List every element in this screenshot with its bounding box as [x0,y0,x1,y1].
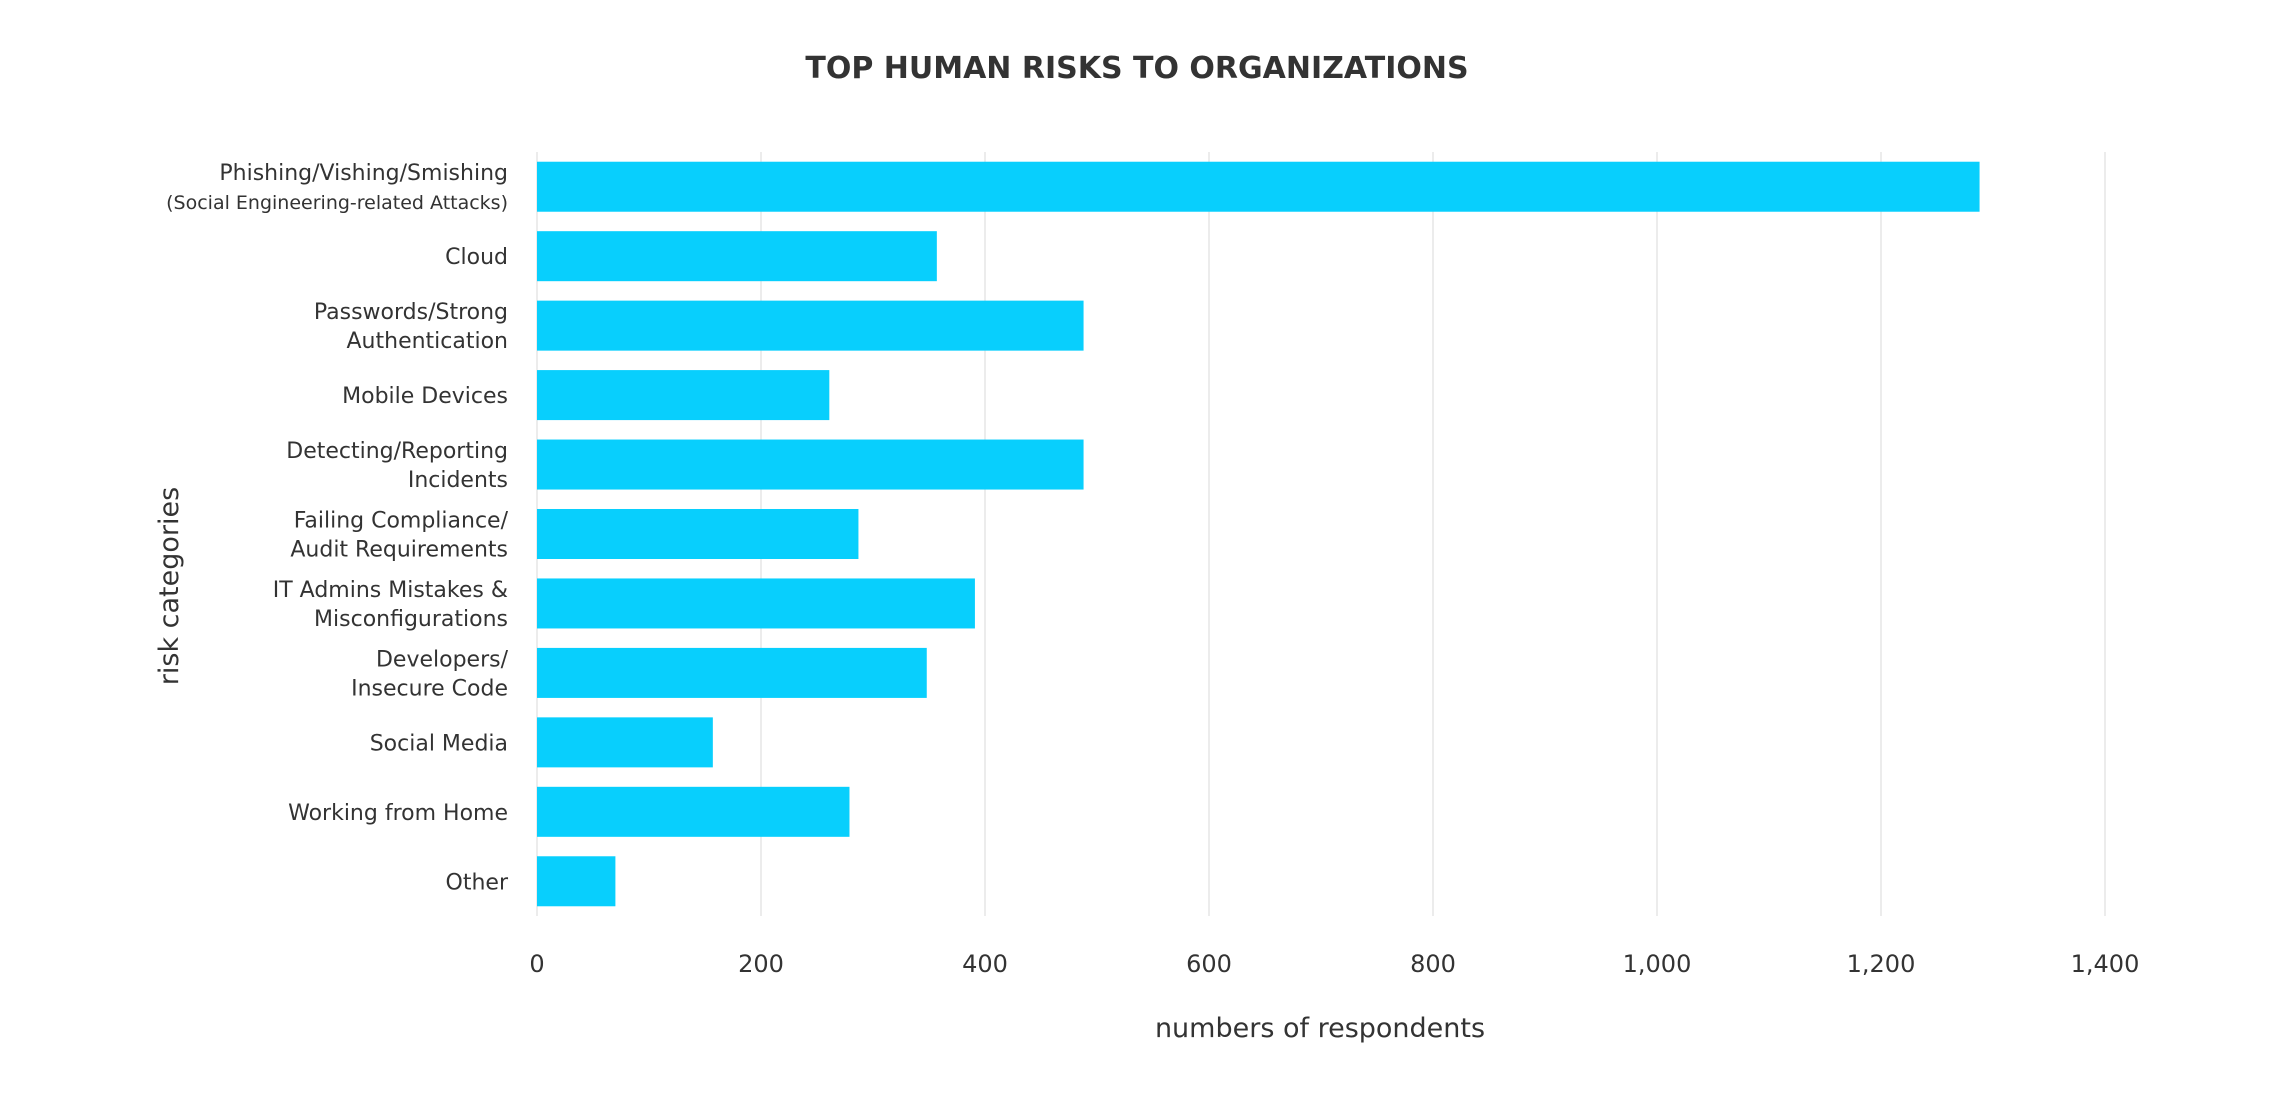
bar [537,786,850,837]
category-label: Incidents [408,468,508,493]
x-tick-label: 800 [1410,950,1456,978]
x-tick-labels: 0 200 400 600 800 1,000 1,200 1,400 [529,950,2139,978]
y-axis-title: risk categories [154,487,185,685]
x-tick-label: 0 [529,950,544,978]
x-tick-label: 200 [738,950,784,978]
category-label: Misconfigurations [314,607,508,632]
bar [537,578,975,629]
category-label: Insecure Code [351,676,508,701]
bar [537,508,859,560]
x-tick-label: 1,400 [2071,950,2140,978]
chart-title: TOP HUMAN RISKS TO ORGANIZATIONS [805,51,1468,86]
category-label: Detecting/Reporting [286,439,508,464]
category-label: Authentication [347,329,509,354]
bar [537,300,1084,351]
x-tick-label: 1,000 [1623,950,1692,978]
category-label: Passwords/Strong [314,300,508,325]
category-label: IT Admins Mistakes & [273,578,508,603]
bar [537,231,937,282]
bar [537,439,1084,490]
category-labels: Phishing/Vishing/Smishing (Social Enginee… [166,161,509,895]
category-label: Failing Compliance/ [294,509,509,534]
category-label: Working from Home [288,801,508,826]
category-label: Cloud [445,245,508,270]
bar [537,717,713,768]
x-tick-label: 600 [1186,950,1232,978]
category-label: Phishing/Vishing/Smishing [219,161,508,186]
x-tick-label: 400 [962,950,1008,978]
x-axis-title: numbers of respondents [1155,1013,1485,1044]
category-label: Other [446,870,509,895]
category-label: Developers/ [376,647,509,672]
category-label: Mobile Devices [342,384,508,409]
category-label: Social Media [370,731,508,756]
category-label: Audit Requirements [290,538,508,563]
bar [537,856,616,907]
bar [537,647,927,698]
x-tick-label: 1,200 [1847,950,1916,978]
bar [537,370,830,421]
bars [537,161,1980,907]
bar [537,161,1980,212]
category-label: (Social Engineering-related Attacks) [166,192,508,214]
